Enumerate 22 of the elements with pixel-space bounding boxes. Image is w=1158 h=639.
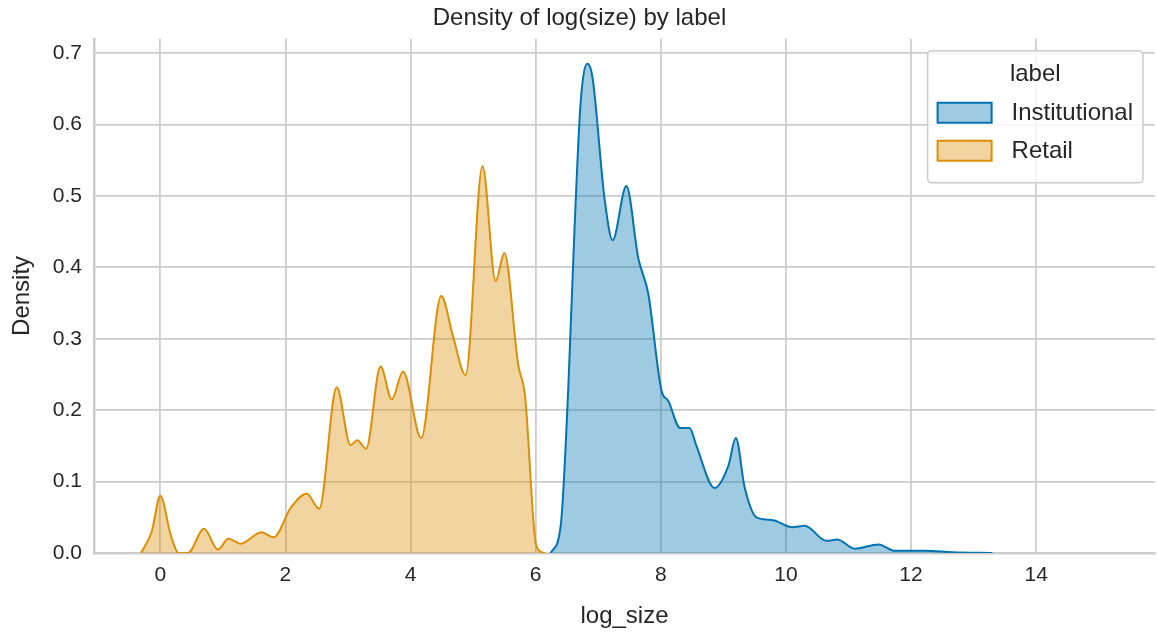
y-tick-label: 0.4	[52, 254, 83, 278]
x-axis-title: log_size	[580, 601, 669, 629]
x-tick-label: 2	[279, 562, 292, 586]
y-tick-label: 0.7	[52, 39, 82, 63]
legend-label: Institutional	[1011, 98, 1133, 126]
chart-title: Density of log(size) by label	[432, 3, 727, 31]
legend-label: Retail	[1011, 136, 1073, 164]
x-tick-label: 0	[154, 562, 167, 586]
y-tick-label: 0.1	[52, 468, 82, 492]
y-tick-label: 0.2	[52, 396, 82, 420]
x-tick-label: 10	[774, 562, 798, 586]
x-tick-label: 4	[404, 562, 417, 586]
legend-title: label	[1009, 59, 1061, 87]
x-tick-label: 14	[1024, 562, 1049, 586]
y-tick-label: 0.6	[52, 111, 82, 135]
x-tick-label: 12	[899, 562, 923, 586]
y-tick-label: 0.0	[52, 539, 82, 563]
y-axis-title: Density	[7, 255, 35, 336]
x-tick-label: 8	[654, 562, 667, 586]
y-tick-label: 0.5	[52, 182, 82, 206]
y-tick-label: 0.3	[52, 325, 82, 349]
x-tick-label: 6	[529, 562, 542, 586]
